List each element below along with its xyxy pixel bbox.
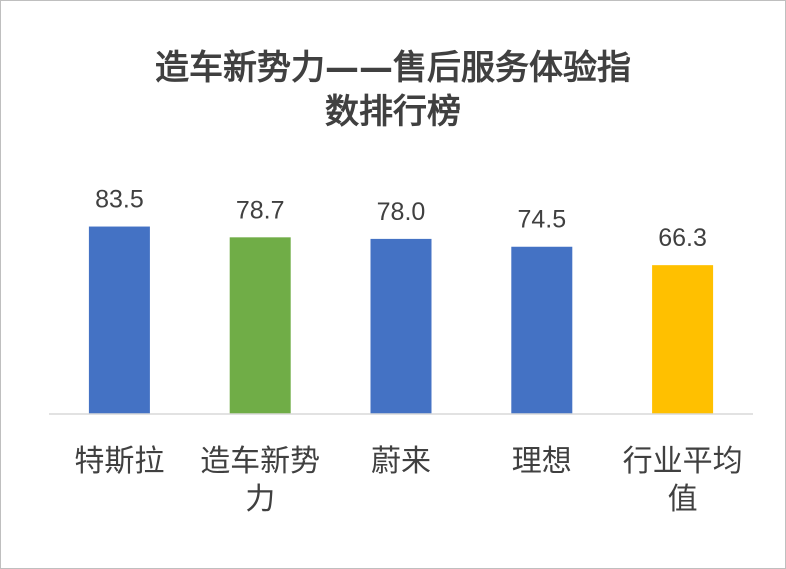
data-labels-group: 83.5 78.7 78.0 74.5 66.3 bbox=[95, 186, 707, 253]
category-label: 特斯拉 bbox=[74, 444, 164, 479]
data-label: 78.7 bbox=[236, 196, 285, 224]
category-label: 造车新势 bbox=[200, 444, 320, 479]
bar bbox=[652, 265, 714, 414]
bar bbox=[88, 226, 150, 414]
bar bbox=[511, 246, 573, 414]
chart-title-line: 数排行榜 bbox=[325, 92, 461, 132]
data-label: 74.5 bbox=[517, 206, 566, 234]
category-label: 蔚来 bbox=[371, 444, 431, 479]
chart-title-line: 造车新势力——售后服务体验指 bbox=[155, 48, 631, 88]
bars-group bbox=[88, 226, 714, 414]
data-label: 78.0 bbox=[377, 198, 426, 226]
bar bbox=[229, 237, 291, 414]
bar bbox=[370, 238, 432, 414]
category-label: 行业平均 bbox=[623, 444, 743, 479]
data-label: 83.5 bbox=[95, 186, 144, 214]
category-label: 值 bbox=[668, 482, 698, 517]
category-label: 理想 bbox=[512, 444, 572, 479]
data-label: 66.3 bbox=[658, 224, 707, 252]
category-label: 力 bbox=[245, 482, 275, 517]
